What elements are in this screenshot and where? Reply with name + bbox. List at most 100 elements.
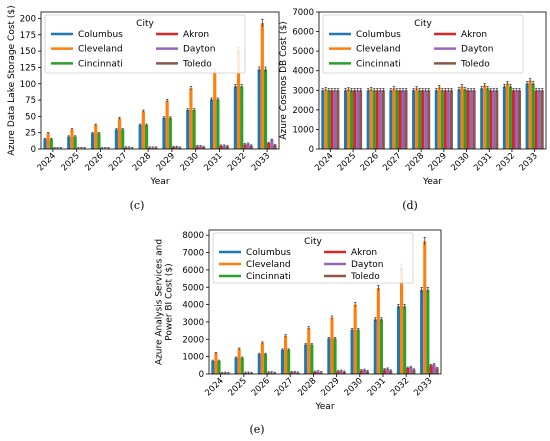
legend-label-cincinnati: Cincinnati [356, 59, 401, 69]
legend-label-cleveland: Cleveland [246, 260, 291, 270]
y-tick-label: 125 [20, 63, 36, 73]
x-tick-label: 2032 [495, 151, 517, 173]
bar-akron-2033 [429, 365, 433, 374]
bar-cincinnati-2025 [240, 357, 244, 374]
x-axis-label: Year [149, 177, 169, 187]
bar-akron-2029 [443, 90, 447, 149]
bar-dayton-2029 [446, 90, 450, 149]
bar-akron-2030 [195, 146, 199, 149]
bar-columbus-2032 [233, 86, 237, 149]
x-tick-label: 2032 [226, 151, 248, 173]
legend-label-cincinnati: Cincinnati [246, 272, 291, 282]
bar-cincinnati-2032 [508, 86, 512, 149]
bar-cincinnati-2027 [287, 349, 291, 374]
bar-akron-2033 [534, 90, 538, 149]
bar-columbus-2031 [480, 88, 484, 149]
legend-title: City [136, 19, 154, 29]
bar-toledo-2033 [435, 368, 439, 374]
bar-cincinnati-2028 [310, 344, 314, 374]
bar-akron-2031 [219, 145, 223, 149]
bar-dayton-2027 [293, 372, 297, 374]
bar-cleveland-2028 [141, 111, 145, 149]
bar-cincinnati-2029 [333, 338, 337, 374]
bar-columbus-2028 [412, 90, 416, 149]
y-tick-label: 2000 [182, 335, 204, 345]
y-tick-label: 150 [20, 47, 36, 57]
legend-label-cleveland: Cleveland [356, 45, 401, 55]
bar-columbus-2025 [67, 136, 71, 149]
bar-dayton-2033 [432, 364, 436, 374]
bar-columbus-2026 [366, 90, 370, 149]
bar-cincinnati-2030 [356, 329, 360, 374]
y-tick-label: 5000 [182, 283, 204, 293]
bar-toledo-2029 [449, 90, 453, 149]
bar-columbus-2030 [186, 109, 190, 149]
legend-box [212, 232, 414, 284]
bar-toledo-2030 [365, 371, 370, 374]
bar-cleveland-2029 [330, 317, 334, 374]
bar-cincinnati-2032 [240, 86, 244, 149]
y-tick-label: 0 [309, 145, 314, 155]
y-axis-label: Azure Analysis Services andPower BI Cost… [154, 239, 174, 365]
y-tick-label: 6000 [182, 266, 204, 276]
bar-toledo-2032 [249, 145, 253, 149]
bar-columbus-2027 [389, 90, 393, 149]
x-tick-label: 2024 [313, 151, 335, 173]
bar-cincinnati-2025 [350, 90, 354, 149]
bar-columbus-2028 [138, 124, 142, 149]
bar-akron-2030 [466, 90, 470, 149]
y-tick-label: 75 [25, 96, 36, 106]
bar-columbus-2029 [327, 338, 331, 374]
bar-cincinnati-2033 [426, 289, 430, 374]
bar-cleveland-2032 [236, 50, 241, 149]
bar-toledo-2031 [495, 90, 499, 149]
bar-cleveland-2024 [46, 133, 50, 149]
bar-cleveland-2032 [400, 267, 404, 374]
y-axis-label-line: Azure Analysis Services and [154, 239, 164, 365]
y-tick-label: 4000 [182, 301, 204, 311]
legend-box [322, 14, 524, 74]
bar-dayton-2029 [175, 147, 179, 149]
bar-columbus-2029 [434, 90, 438, 149]
bar-cleveland-2030 [353, 304, 357, 374]
legend-label-cleveland: Cleveland [78, 45, 123, 55]
bar-cleveland-2027 [392, 88, 396, 149]
bar-akron-2027 [398, 90, 402, 149]
bar-dayton-2024 [333, 90, 337, 149]
bar-toledo-2033 [540, 90, 544, 149]
bar-cleveland-2033 [423, 241, 427, 374]
bar-cincinnati-2024 [217, 360, 221, 374]
bar-cincinnati-2026 [263, 354, 267, 374]
bar-cleveland-2027 [117, 118, 122, 149]
x-tick-label: 2025 [59, 151, 81, 173]
bar-cincinnati-2029 [168, 117, 172, 149]
x-tick-label: 2025 [227, 376, 249, 398]
x-tick-label: 2028 [296, 376, 318, 398]
bar-columbus-2031 [209, 99, 214, 149]
legend-label-dayton: Dayton [351, 260, 384, 270]
bar-columbus-2033 [420, 289, 424, 374]
bar-cincinnati-2027 [121, 129, 125, 149]
bar-cleveland-2025 [237, 348, 241, 374]
bar-columbus-2030 [457, 89, 461, 149]
y-axis-label: Azure Cosmos DB Cost ($) [279, 21, 289, 139]
bar-cleveland-2033 [260, 23, 264, 149]
y-tick-label: 0 [199, 370, 204, 380]
bar-dayton-2028 [424, 90, 428, 149]
legend-title: City [304, 237, 322, 247]
bar-dayton-2028 [316, 371, 320, 374]
bar-cincinnati-2024 [327, 90, 331, 149]
x-tick-label: 2033 [517, 151, 539, 173]
y-axis-label-line: Power BI Cost ($) [165, 263, 175, 340]
bar-toledo-2025 [359, 90, 363, 149]
bar-toledo-2030 [472, 90, 476, 149]
y-tick-label: 50 [25, 112, 36, 122]
bar-cleveland-2031 [213, 71, 217, 149]
bar-cleveland-2031 [483, 85, 487, 149]
x-tick-label: 2029 [427, 151, 449, 173]
bar-columbus-2025 [234, 357, 238, 374]
bar-dayton-2033 [537, 90, 541, 149]
bar-akron-2032 [243, 144, 247, 149]
bar-toledo-2031 [389, 370, 393, 374]
